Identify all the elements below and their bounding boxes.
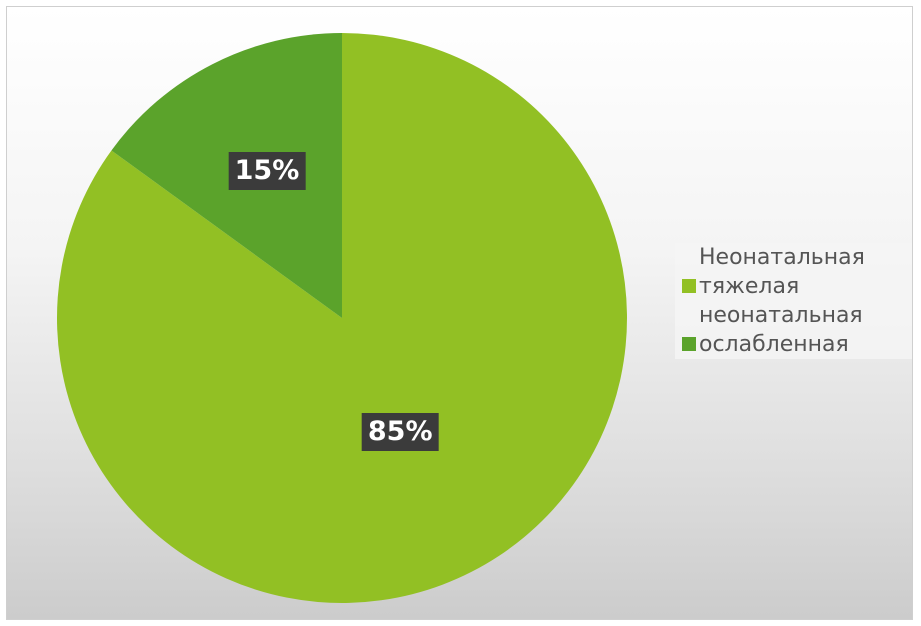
legend-item-2-line-2: ослабленная: [699, 330, 913, 359]
legend-swatch-2: [682, 337, 696, 351]
data-label-slice-2: 15%: [229, 152, 306, 190]
chart-area: 85% 15% Неонатальная тяжелая неонатальна…: [6, 6, 913, 620]
legend-item-1-line-2: тяжелая: [699, 272, 913, 301]
legend-item-1-line-1: Неонатальная: [699, 243, 913, 272]
legend-item-2-line-1: неонатальная: [699, 301, 913, 330]
pie-slices: [57, 33, 627, 603]
legend-item-2: неонатальная ослабленная: [675, 301, 913, 359]
legend-item-1: Неонатальная тяжелая: [675, 243, 913, 301]
legend: Неонатальная тяжелая неонатальная ослабл…: [675, 243, 913, 359]
legend-swatch-1: [682, 279, 696, 293]
data-label-slice-1: 85%: [362, 413, 439, 451]
